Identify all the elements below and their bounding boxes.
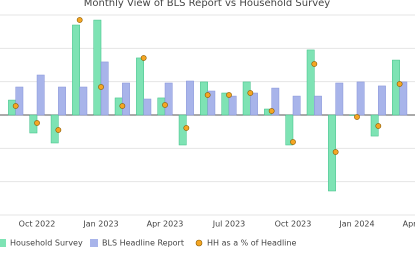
bar [392,59,400,116]
dot [290,139,296,145]
dot [354,114,360,120]
legend-label: BLS Headline Report [102,239,184,248]
x-tick-label: Apr 2024 [403,220,415,229]
dot [332,149,339,155]
bar [207,90,216,116]
bar [378,85,386,116]
bar [314,95,322,116]
dot [268,108,275,114]
dot [396,81,403,87]
x-tick-label: Oct 2023 [275,220,312,229]
bar [356,81,365,116]
dot [55,127,62,133]
legend-label: Household Survey [10,239,83,248]
dot [98,84,104,90]
dot [119,103,126,109]
legend-swatch [195,239,203,247]
dot [226,92,232,98]
bar [79,86,88,116]
bar [399,81,408,116]
bar [36,74,45,116]
dot [375,123,382,129]
bar [72,24,80,116]
bar [186,80,194,116]
bar [122,82,130,116]
bar [335,82,344,116]
dot [34,120,40,126]
legend-swatch [90,239,98,247]
chart-title: Monthly View of BLS Report vs Household … [84,0,331,9]
x-tick-label: Apr 2023 [147,220,184,229]
dot [247,90,254,96]
x-tick-label: Jan 2024 [338,220,374,229]
bar [164,82,173,116]
legend-swatch [0,239,6,247]
bar [58,86,66,116]
bar [15,86,24,116]
dot [183,125,190,131]
bar [306,49,315,116]
x-tick-label: Jan 2023 [82,220,118,229]
dot [204,92,211,98]
legend-label: HH as a % of Headline [207,239,296,248]
x-tick-label: Oct 2022 [19,220,56,229]
bar [200,81,208,116]
dot [12,103,19,109]
bar [136,57,144,116]
bar [228,95,237,116]
bar [143,98,152,116]
x-tick-label: Jul 2023 [212,220,246,229]
bar [292,95,301,116]
dot [140,55,147,61]
dot [76,17,83,23]
bar [242,81,251,116]
bar [271,87,280,116]
bar [93,19,102,116]
bar [250,92,258,116]
dot [311,61,318,67]
dot [162,102,168,108]
bar [285,114,294,146]
